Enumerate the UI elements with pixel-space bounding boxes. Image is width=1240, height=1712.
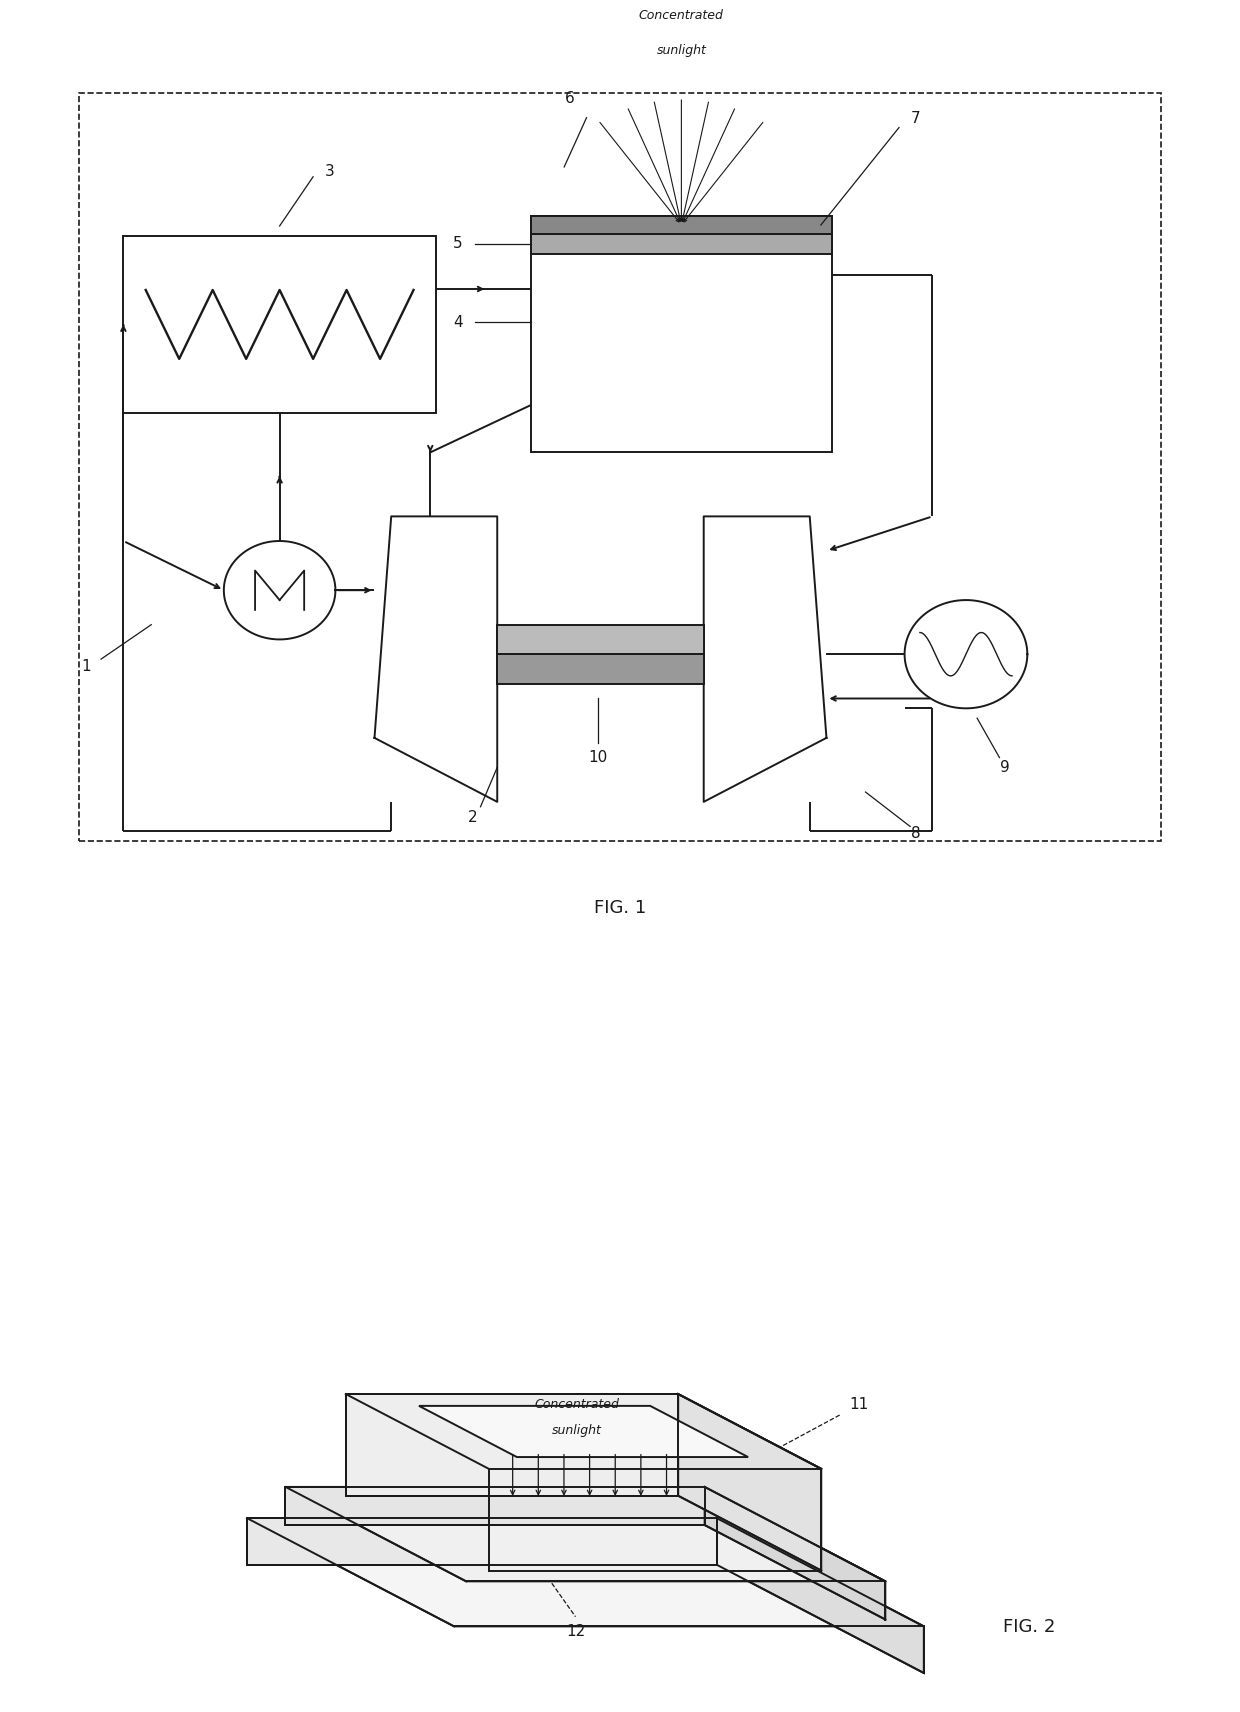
Text: 10: 10 (588, 750, 608, 765)
Bar (124, 236, 436, 413)
Polygon shape (285, 1488, 885, 1582)
Polygon shape (285, 1488, 704, 1525)
Bar (497, 625, 704, 654)
Polygon shape (717, 1519, 924, 1673)
Text: 6: 6 (565, 91, 574, 106)
Polygon shape (704, 1488, 885, 1620)
Polygon shape (678, 1394, 821, 1570)
Text: Concentrated: Concentrated (534, 1399, 619, 1411)
Text: sunlight: sunlight (552, 1424, 601, 1436)
Text: sunlight: sunlight (656, 45, 707, 56)
Text: 7: 7 (911, 111, 920, 125)
Text: 2: 2 (467, 810, 477, 825)
Polygon shape (346, 1394, 821, 1469)
Bar (531, 216, 832, 452)
Polygon shape (247, 1519, 924, 1626)
Polygon shape (247, 1519, 717, 1565)
Polygon shape (346, 1394, 678, 1496)
Text: FIG. 2: FIG. 2 (1003, 1618, 1055, 1637)
Text: FIG. 1: FIG. 1 (594, 899, 646, 918)
Text: 11: 11 (849, 1397, 868, 1412)
Polygon shape (419, 1406, 748, 1457)
Text: 13: 13 (839, 1584, 859, 1599)
Text: 12: 12 (565, 1623, 585, 1638)
Text: Concentrated: Concentrated (639, 9, 724, 22)
Bar (531, 216, 832, 235)
Text: 3: 3 (325, 164, 335, 180)
Bar (497, 654, 704, 683)
Text: 1: 1 (82, 659, 92, 675)
Text: 9: 9 (1001, 760, 1009, 776)
Bar (531, 235, 832, 253)
Text: 8: 8 (911, 827, 920, 841)
Text: 4: 4 (454, 315, 463, 330)
Text: 5: 5 (454, 236, 463, 252)
